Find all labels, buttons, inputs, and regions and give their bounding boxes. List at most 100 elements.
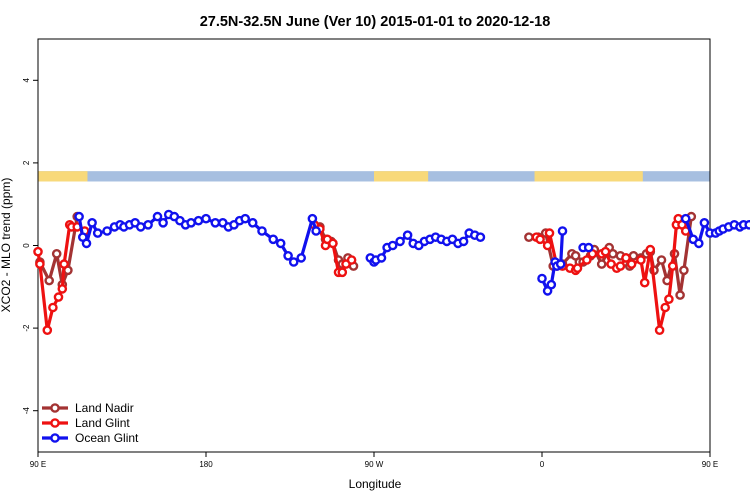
x-axis: 90 E 180 90 W 0 90 E bbox=[30, 452, 718, 469]
ocean-glint-point bbox=[74, 211, 84, 222]
land-nadir-point bbox=[524, 232, 534, 242]
ocean-glint-point bbox=[376, 253, 387, 263]
ocean-glint-point bbox=[680, 213, 691, 224]
land-glint-point bbox=[639, 277, 650, 288]
ocean-glint-series bbox=[74, 209, 750, 296]
y-tick-label: -2 bbox=[22, 324, 31, 332]
land-glint-point bbox=[582, 255, 592, 265]
legend-item-ocean-glint: Ocean Glint bbox=[42, 431, 139, 445]
ocean-glint-point bbox=[546, 279, 557, 290]
chart-title: 27.5N-32.5N June (Ver 10) 2015-01-01 to … bbox=[200, 14, 551, 30]
ocean-glint-point bbox=[311, 226, 321, 236]
land-glint-point bbox=[542, 240, 553, 251]
ocean-glint-point bbox=[744, 220, 750, 230]
land-glint-point bbox=[626, 259, 637, 269]
land-glint-point bbox=[337, 267, 348, 278]
ocean-glint-point bbox=[201, 213, 211, 224]
land-glint-point bbox=[59, 259, 69, 269]
land-nadir-point bbox=[675, 290, 685, 300]
ocean-glint-point bbox=[275, 238, 286, 249]
land-glint-point bbox=[346, 255, 357, 265]
land-glint-point bbox=[57, 284, 68, 294]
ocean-glint-point bbox=[143, 219, 153, 230]
ocean-glint-point bbox=[102, 226, 112, 236]
land-nadir-point bbox=[628, 250, 639, 261]
ocean-glint-point bbox=[240, 213, 250, 224]
legend-label: Land Glint bbox=[75, 416, 130, 430]
land-glint-point bbox=[621, 253, 631, 263]
legend-item-land-nadir: Land Nadir bbox=[42, 401, 134, 415]
ocean-glint-point bbox=[583, 242, 594, 253]
legend-label: Land Nadir bbox=[75, 401, 134, 415]
ocean-glint-point bbox=[247, 217, 258, 228]
land-nadir-point bbox=[608, 248, 618, 259]
ocean-glint-point bbox=[193, 215, 204, 226]
y-tick-label: 2 bbox=[22, 160, 31, 165]
legend-item-land-glint: Land Glint bbox=[42, 416, 130, 430]
y-axis: -4 -2 0 2 4 bbox=[22, 78, 38, 415]
x-axis-label: Longitude bbox=[349, 477, 402, 491]
legend-swatch-marker bbox=[50, 403, 60, 413]
ocean-glint-point bbox=[87, 217, 97, 228]
ocean-glint-point bbox=[288, 257, 299, 267]
legend-swatch-marker bbox=[50, 433, 60, 443]
series-group bbox=[33, 209, 750, 336]
ocean-glint-point bbox=[395, 236, 405, 247]
ocean-glint-point bbox=[307, 213, 318, 224]
land-glint-point bbox=[615, 261, 626, 271]
land-glint-point bbox=[654, 325, 665, 336]
land-glint-point bbox=[572, 263, 583, 274]
ocean-glint-point bbox=[537, 273, 547, 284]
land-glint-point bbox=[667, 261, 678, 271]
land-glint-line bbox=[535, 217, 688, 332]
y-tick-label: 0 bbox=[22, 243, 31, 248]
land-glint-point bbox=[48, 302, 58, 313]
land-nadir-point bbox=[596, 259, 607, 269]
ocean-glint-point bbox=[694, 238, 704, 249]
land-glint-point bbox=[660, 302, 671, 313]
legend-label: Ocean Glint bbox=[75, 431, 139, 445]
y-axis-label: XCO2 - MLO trend (ppm) bbox=[0, 178, 13, 313]
land-glint-point bbox=[600, 246, 611, 257]
land-nadir-point bbox=[44, 275, 55, 286]
legend-swatch-marker bbox=[50, 418, 60, 428]
land-glint-point bbox=[645, 244, 656, 255]
land-glint-point bbox=[544, 228, 555, 238]
ocean-glint-point bbox=[135, 222, 146, 232]
x-tick-label: 90 W bbox=[365, 460, 384, 469]
ocean-glint-point bbox=[152, 211, 163, 222]
y-tick-label: -4 bbox=[22, 407, 31, 415]
x-tick-label: 0 bbox=[540, 460, 545, 469]
land-glint-point bbox=[664, 294, 674, 305]
ocean-glint-point bbox=[92, 228, 103, 238]
ocean-glint-point bbox=[402, 230, 413, 240]
land-nadir-point bbox=[51, 248, 62, 259]
x-tick-label: 180 bbox=[199, 460, 213, 469]
ocean-glint-point bbox=[158, 217, 168, 228]
land-band bbox=[38, 171, 88, 182]
land-ocean-strip bbox=[38, 171, 710, 182]
land-glint-point bbox=[328, 238, 338, 249]
land-glint-point bbox=[33, 246, 43, 257]
land-nadir-point bbox=[656, 255, 667, 265]
land-band bbox=[374, 171, 429, 182]
ocean-glint-point bbox=[268, 234, 279, 245]
ocean-glint-point bbox=[81, 238, 92, 249]
ocean-glint-point bbox=[257, 226, 267, 236]
land-band bbox=[534, 171, 643, 182]
land-glint-point bbox=[53, 292, 64, 302]
ocean-glint-point bbox=[555, 259, 566, 269]
ocean-glint-point bbox=[186, 217, 196, 228]
land-glint-point bbox=[35, 259, 45, 269]
ocean-glint-point bbox=[458, 236, 469, 247]
land-glint-point bbox=[535, 234, 545, 245]
ocean-glint-point bbox=[296, 253, 307, 263]
ocean-glint-point bbox=[557, 226, 568, 236]
ocean-glint-point bbox=[387, 240, 398, 251]
land-glint-series bbox=[33, 213, 691, 336]
y-tick-label: 4 bbox=[22, 78, 31, 83]
ocean-glint-point bbox=[210, 217, 221, 228]
land-glint-point bbox=[42, 325, 53, 336]
